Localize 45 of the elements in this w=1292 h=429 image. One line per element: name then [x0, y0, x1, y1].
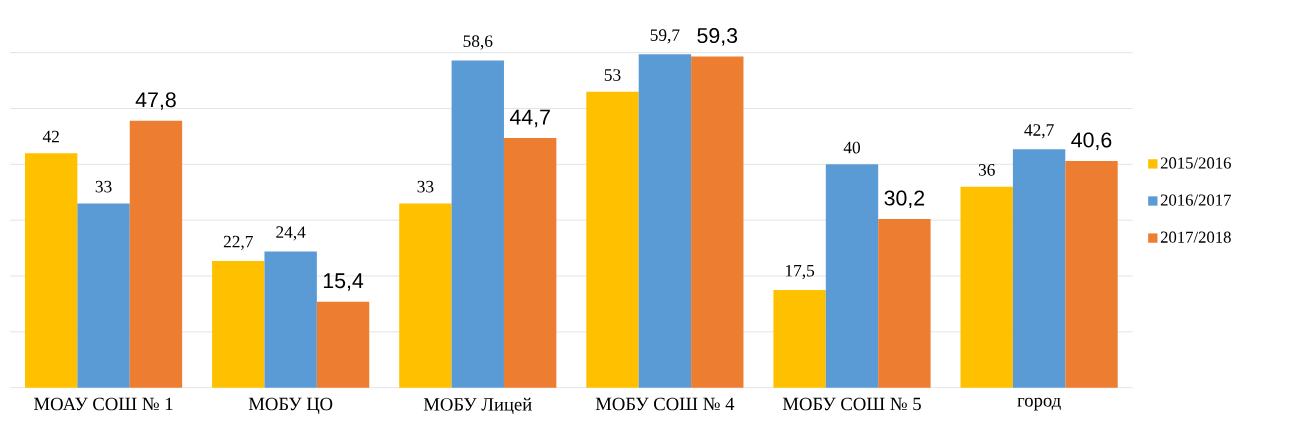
data-label: 59,7	[650, 29, 680, 44]
data-label: 53	[604, 69, 621, 81]
data-label: 33	[417, 180, 434, 193]
data-label: 58,6	[463, 35, 493, 50]
bar	[316, 301, 370, 388]
data-label: 15,4	[323, 273, 364, 291]
x-tick-label: город	[1017, 397, 1061, 411]
data-label: 40	[843, 141, 861, 154]
bar	[1012, 149, 1066, 388]
data-label: 17,5	[785, 264, 815, 280]
bar	[878, 219, 931, 388]
bar	[1065, 160, 1118, 388]
data-label: 30,2	[884, 190, 925, 209]
bar	[129, 120, 183, 388]
bar	[960, 186, 1013, 388]
bar	[503, 138, 557, 388]
bar	[691, 56, 744, 388]
data-label: 42,7	[1024, 124, 1054, 139]
bar	[825, 164, 879, 388]
x-tick-label: МОБУ ЦО	[248, 397, 333, 415]
legend-label: 2017/2018	[1160, 231, 1231, 243]
data-label: 33	[95, 180, 112, 193]
legend-label: 2015/2016	[1160, 157, 1231, 169]
bar	[264, 251, 317, 388]
bar	[77, 203, 130, 388]
bar	[24, 153, 78, 388]
data-label: 22,7	[223, 235, 253, 250]
data-label: 24,4	[276, 226, 306, 241]
data-label: 36	[978, 164, 995, 176]
x-tick-label: МОБУ СОШ № 4	[595, 397, 735, 411]
data-label: 40,6	[1071, 132, 1112, 151]
x-tick-label: МОБУ Лицей	[423, 397, 532, 415]
data-label: 47,8	[135, 92, 176, 110]
data-label: 59,3	[697, 28, 738, 46]
x-tick-label: МОАУ СОШ № 1	[34, 397, 173, 411]
bar	[451, 60, 504, 388]
x-tick-label: МОБУ СОШ № 5	[782, 397, 921, 411]
bar	[586, 91, 639, 388]
legend-label: 2016/2017	[1160, 194, 1231, 206]
data-label: 42	[42, 130, 59, 143]
bar	[638, 54, 692, 388]
bar	[212, 260, 265, 388]
bar	[773, 289, 826, 388]
data-label: 44,7	[509, 109, 550, 128]
bar	[399, 203, 452, 388]
